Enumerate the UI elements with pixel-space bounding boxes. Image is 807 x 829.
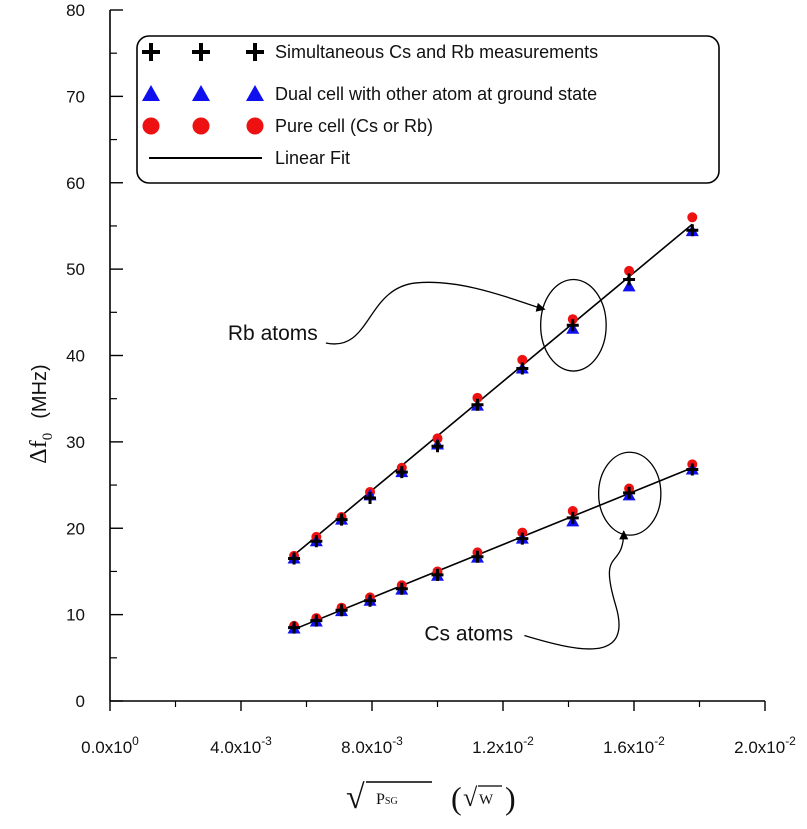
data-point-plus bbox=[471, 398, 484, 411]
legend-swatch-triangle bbox=[192, 85, 210, 101]
y-axis-title-unit: (MHz) bbox=[29, 364, 51, 418]
data-point-plus bbox=[288, 621, 301, 634]
legend-swatch-plus bbox=[142, 43, 160, 61]
data-point-triangle bbox=[622, 279, 636, 292]
y-tick-label: 60 bbox=[66, 174, 85, 193]
x-axis-title-psg: PSG bbox=[376, 791, 398, 808]
y-tick-label: 40 bbox=[66, 347, 85, 366]
legend-label: Pure cell (Cs or Rb) bbox=[275, 116, 433, 136]
x-axis-title: √ PSG ( √ W ) bbox=[346, 779, 516, 816]
annotation-label: Cs atoms bbox=[424, 623, 513, 646]
data-point-plus bbox=[364, 594, 377, 607]
data-point-plus bbox=[566, 319, 579, 332]
data-point-plus bbox=[395, 466, 408, 479]
legend-box bbox=[136, 35, 720, 184]
legend-label: Linear Fit bbox=[275, 148, 350, 168]
x-tick-label: 2.0x10-2 bbox=[734, 734, 796, 757]
data-point-circle bbox=[472, 392, 483, 403]
y-axis-title-text: Δf0 (MHz) bbox=[26, 364, 56, 463]
annotations: Rb atoms Cs atoms bbox=[228, 278, 662, 650]
data-point-plus bbox=[686, 463, 699, 476]
x-tick-label: 1.2x10-2 bbox=[472, 734, 534, 757]
x-axis-title-paren-close: ) bbox=[505, 780, 516, 816]
data-point-plus bbox=[623, 273, 636, 286]
annotation-arrow bbox=[325, 281, 546, 345]
data-point-plus bbox=[335, 604, 348, 617]
data-point-plus bbox=[566, 511, 579, 524]
data-points bbox=[287, 212, 699, 634]
data-point-circle bbox=[567, 505, 578, 516]
data-point-plus bbox=[288, 552, 301, 565]
y-tick-label: 50 bbox=[66, 260, 85, 279]
data-point-plus bbox=[516, 362, 529, 375]
y-axis-title: Δf0 (MHz) bbox=[26, 364, 56, 463]
legend-swatch-circle bbox=[142, 117, 160, 135]
x-tick-label: 4.0x10-3 bbox=[210, 734, 272, 757]
x-axis-title-p: P bbox=[376, 791, 385, 808]
data-point-circle bbox=[517, 354, 528, 365]
legend-swatch-circle bbox=[246, 117, 264, 135]
y-tick-label: 10 bbox=[66, 606, 85, 625]
x-tick-label: 0.0x100 bbox=[81, 734, 139, 757]
y-tick-label: 70 bbox=[66, 87, 85, 106]
x-axis-title-unit-radical: √ bbox=[463, 783, 478, 812]
legend-label: Dual cell with other atom at ground stat… bbox=[275, 84, 597, 104]
y-tick-label: 30 bbox=[66, 433, 85, 452]
data-point-plus bbox=[335, 513, 348, 526]
annotation-arrow bbox=[524, 530, 629, 650]
legend-label: Simultaneous Cs and Rb measurements bbox=[275, 42, 598, 62]
legend: Simultaneous Cs and Rb measurements Dual … bbox=[136, 35, 720, 184]
y-tick-label: 20 bbox=[66, 519, 85, 538]
data-point-plus bbox=[310, 614, 323, 627]
x-axis-title-sg: SG bbox=[385, 796, 398, 807]
x-tick-label: 1.6x10-2 bbox=[603, 734, 665, 757]
data-point-plus bbox=[395, 582, 408, 595]
legend-swatch-plus bbox=[192, 43, 210, 61]
data-point-plus bbox=[431, 440, 444, 453]
annotation-ellipse bbox=[540, 278, 607, 372]
data-point-plus bbox=[471, 550, 484, 563]
x-axis-title-unit-w: W bbox=[479, 792, 494, 808]
y-tick-label: 80 bbox=[66, 1, 85, 20]
data-point-circle bbox=[624, 265, 635, 276]
data-point-plus bbox=[623, 486, 636, 499]
y-axis-title-subscript: 0 bbox=[40, 433, 56, 441]
x-axis-title-paren-open: ( bbox=[451, 780, 462, 816]
x-tick-label: 8.0x10-3 bbox=[341, 734, 403, 757]
data-point-plus bbox=[686, 224, 699, 237]
data-point-circle bbox=[567, 314, 578, 325]
x-axis-title-radical: √ bbox=[346, 779, 365, 816]
legend-swatch-plus bbox=[246, 43, 264, 61]
annotation-ellipse bbox=[597, 451, 662, 536]
data-point-plus bbox=[431, 568, 444, 581]
data-point-plus bbox=[364, 492, 377, 505]
data-point-plus bbox=[516, 532, 529, 545]
legend-swatch-triangle bbox=[142, 85, 160, 101]
y-tick-label: 0 bbox=[76, 692, 85, 711]
data-point-circle bbox=[687, 212, 698, 223]
legend-swatch-circle bbox=[192, 117, 210, 135]
axes: 0 10 20 30 40 50 60 70 80 0.0x100 4.0x10-3 8.0x10-3… bbox=[66, 1, 796, 757]
y-axis-title-delta: Δf bbox=[26, 440, 52, 463]
legend-swatch-triangle bbox=[246, 85, 264, 101]
data-point-plus bbox=[310, 535, 323, 548]
annotation-label: Rb atoms bbox=[228, 322, 318, 345]
